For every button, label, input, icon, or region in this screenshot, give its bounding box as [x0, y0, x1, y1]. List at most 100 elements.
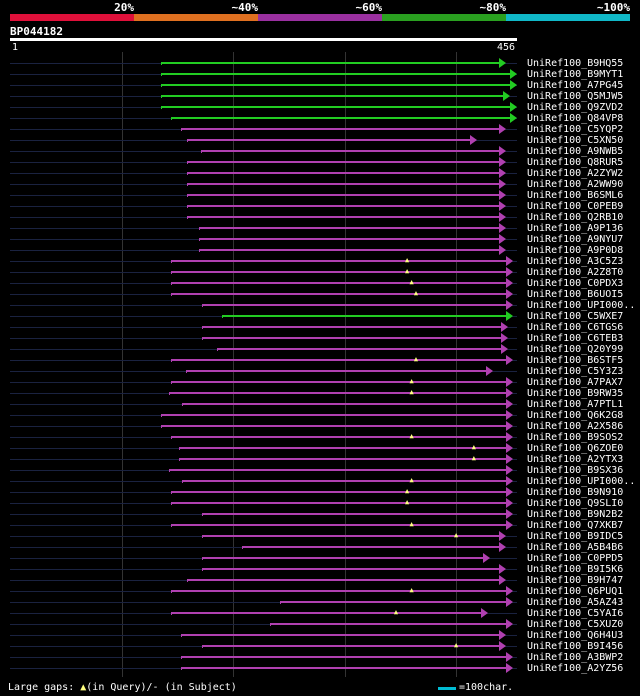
hit-label[interactable]: UniRef100_C5Y3Z3 [527, 366, 624, 377]
hit-bar[interactable] [171, 491, 507, 493]
hit-row[interactable]: ▲ UniRef100_B9SOS2 [0, 432, 640, 443]
hit-bar[interactable] [181, 656, 507, 658]
hit-row[interactable]: ▲ UniRef100_B9IDC5 [0, 531, 640, 542]
hit-label[interactable]: UniRef100_A9NYU7 [527, 234, 624, 245]
hit-row[interactable]: UniRef100_A9P0D8 [0, 245, 640, 256]
hit-label[interactable]: UniRef100_UPI000.. [527, 476, 636, 487]
hit-bar[interactable] [186, 194, 500, 196]
hit-bar[interactable] [161, 73, 511, 75]
hit-label[interactable]: UniRef100_Q6PUQ1 [527, 586, 624, 597]
hit-row[interactable]: UniRef100_C0PPD5 [0, 553, 640, 564]
hit-bar[interactable] [171, 293, 507, 295]
hit-row[interactable]: UniRef100_C5WXE7 [0, 311, 640, 322]
hit-label[interactable]: UniRef100_B9SX36 [527, 465, 624, 476]
hit-row[interactable]: ▲ UniRef100_B6UOI5 [0, 289, 640, 300]
hit-row[interactable]: ▲ UniRef100_B9N910 [0, 487, 640, 498]
hit-label[interactable]: UniRef100_C5YAI6 [527, 608, 624, 619]
hit-row[interactable]: UniRef100_Q6H4U3 [0, 630, 640, 641]
hit-label[interactable]: UniRef100_B6SML6 [527, 190, 624, 201]
hit-bar[interactable] [161, 95, 505, 97]
hit-bar[interactable] [181, 128, 500, 130]
hit-bar[interactable] [168, 469, 507, 471]
hit-bar[interactable] [171, 271, 507, 273]
hit-label[interactable]: UniRef100_C5XN50 [527, 135, 624, 146]
hit-bar[interactable] [186, 139, 471, 141]
hit-bar[interactable] [202, 535, 500, 537]
hit-label[interactable]: UniRef100_A5B4B6 [527, 542, 624, 553]
hit-label[interactable]: UniRef100_B6UOI5 [527, 289, 624, 300]
hit-row[interactable]: UniRef100_Q9ZVD2 [0, 102, 640, 113]
hit-bar[interactable] [171, 282, 507, 284]
hit-row[interactable]: UniRef100_C5XUZ0 [0, 619, 640, 630]
hit-row[interactable]: UniRef100_Q8RUR5 [0, 157, 640, 168]
hit-label[interactable]: UniRef100_C0PPD5 [527, 553, 624, 564]
hit-row[interactable]: ▲ UniRef100_Q7XKB7 [0, 520, 640, 531]
hit-row[interactable]: UniRef100_A9NYU7 [0, 234, 640, 245]
hit-label[interactable]: UniRef100_UPI000.. [527, 300, 636, 311]
hit-bar[interactable] [171, 381, 507, 383]
hit-label[interactable]: UniRef100_B9SOS2 [527, 432, 624, 443]
hit-label[interactable]: UniRef100_B9IDC5 [527, 531, 624, 542]
hit-row[interactable]: UniRef100_B9HQ55 [0, 58, 640, 69]
hit-bar[interactable] [171, 590, 507, 592]
hit-label[interactable]: UniRef100_A7PTL1 [527, 399, 624, 410]
hit-bar[interactable] [179, 458, 507, 460]
hit-row[interactable]: UniRef100_Q6K2G8 [0, 410, 640, 421]
hit-bar[interactable] [201, 150, 500, 152]
hit-label[interactable]: UniRef100_C6TEB3 [527, 333, 624, 344]
hit-row[interactable]: UniRef100_Q84VP8 [0, 113, 640, 124]
hit-bar[interactable] [202, 326, 503, 328]
hit-bar[interactable] [199, 227, 500, 229]
hit-bar[interactable] [186, 183, 500, 185]
hit-row[interactable]: ▲ UniRef100_A3C5Z3 [0, 256, 640, 267]
hit-bar[interactable] [161, 414, 507, 416]
hit-bar[interactable] [186, 161, 500, 163]
hit-row[interactable]: UniRef100_A2YZ56 [0, 663, 640, 674]
hit-row[interactable]: UniRef100_A7PTL1 [0, 399, 640, 410]
hit-bar[interactable] [199, 249, 500, 251]
hit-label[interactable]: UniRef100_Q5MJW5 [527, 91, 624, 102]
hit-bar[interactable] [171, 117, 511, 119]
hit-label[interactable]: UniRef100_C0PDX3 [527, 278, 624, 289]
hit-bar[interactable] [181, 634, 500, 636]
hit-label[interactable]: UniRef100_Q6K2G8 [527, 410, 624, 421]
hit-label[interactable]: UniRef100_B9N910 [527, 487, 624, 498]
hit-row[interactable]: UniRef100_A5B4B6 [0, 542, 640, 553]
hit-row[interactable]: UniRef100_A2WW90 [0, 179, 640, 190]
hit-row[interactable]: UniRef100_A7PG45 [0, 80, 640, 91]
hit-label[interactable]: UniRef100_B9RW35 [527, 388, 624, 399]
hit-bar[interactable] [202, 513, 507, 515]
hit-label[interactable]: UniRef100_A2ZYW2 [527, 168, 624, 179]
hit-label[interactable]: UniRef100_B9I5K6 [527, 564, 624, 575]
hit-bar[interactable] [171, 436, 507, 438]
hit-row[interactable]: UniRef100_A9NWB5 [0, 146, 640, 157]
hit-label[interactable]: UniRef100_C5WXE7 [527, 311, 624, 322]
hit-row[interactable]: UniRef100_A3BWP2 [0, 652, 640, 663]
hit-label[interactable]: UniRef100_A5AZ43 [527, 597, 624, 608]
hit-label[interactable]: UniRef100_C6TGS6 [527, 322, 624, 333]
hit-row[interactable]: UniRef100_A2ZYW2 [0, 168, 640, 179]
hit-bar[interactable] [161, 106, 511, 108]
hit-bar[interactable] [280, 601, 507, 603]
hit-label[interactable]: UniRef100_Q6ZOE0 [527, 443, 624, 454]
hit-row[interactable]: UniRef100_C6TEB3 [0, 333, 640, 344]
hit-label[interactable]: UniRef100_A7PG45 [527, 80, 624, 91]
hit-bar[interactable] [222, 315, 507, 317]
hit-bar[interactable] [270, 623, 507, 625]
hit-row[interactable]: ▲ UniRef100_C0PDX3 [0, 278, 640, 289]
hit-bar[interactable] [182, 403, 507, 405]
hit-bar[interactable] [171, 359, 507, 361]
hit-label[interactable]: UniRef100_Q6H4U3 [527, 630, 624, 641]
hit-bar[interactable] [202, 337, 503, 339]
hit-row[interactable]: UniRef100_UPI000.. [0, 300, 640, 311]
hit-label[interactable]: UniRef100_Q84VP8 [527, 113, 624, 124]
hit-label[interactable]: UniRef100_Q7XKB7 [527, 520, 624, 531]
hit-row[interactable]: ▲ UniRef100_A2Z8T0 [0, 267, 640, 278]
hit-label[interactable]: UniRef100_A2WW90 [527, 179, 624, 190]
hit-row[interactable]: ▲ UniRef100_B6STF5 [0, 355, 640, 366]
hit-row[interactable]: UniRef100_C5XN50 [0, 135, 640, 146]
hit-row[interactable]: UniRef100_Q5MJW5 [0, 91, 640, 102]
hit-bar[interactable] [202, 557, 485, 559]
hit-bar[interactable] [199, 238, 500, 240]
hit-label[interactable]: UniRef100_B9N2B2 [527, 509, 624, 520]
